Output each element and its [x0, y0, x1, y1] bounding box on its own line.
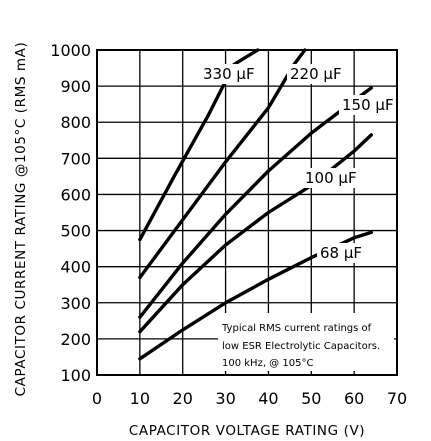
- x-tick-label: 70: [387, 389, 407, 408]
- annotation-box: [218, 313, 394, 371]
- series-lines: [138, 48, 373, 361]
- annotation-line-2: low ESR Electrolytic Capacitors.: [222, 341, 380, 352]
- series-label-68uf: 68 µF: [320, 244, 362, 262]
- x-tick-label: 30: [215, 389, 235, 408]
- y-tick-label: 900: [60, 77, 91, 96]
- series-label-bg: [317, 243, 369, 263]
- plot-frame: [96, 49, 398, 376]
- annotation-line-1: Typical RMS current ratings of: [221, 323, 372, 334]
- y-tick-label: 800: [60, 113, 91, 132]
- y-tick-label: 100: [60, 366, 91, 385]
- series-label-bg: [339, 95, 400, 115]
- x-tick-label: 20: [173, 389, 193, 408]
- y-tick-label: 400: [60, 258, 91, 277]
- series-line-330uf: [138, 48, 260, 242]
- series-label-bg: [287, 64, 348, 84]
- series-label-150uf: 150 µF: [342, 96, 394, 114]
- y-tick-label: 1000: [50, 41, 91, 60]
- y-tick-label: 700: [60, 149, 91, 168]
- y-tick-label: 300: [60, 294, 91, 313]
- series-line-100uf: [138, 133, 373, 334]
- series-label-330uf: 330 µF: [203, 65, 255, 83]
- x-tick-label: 10: [130, 389, 150, 408]
- series-label-100uf: 100 µF: [305, 169, 357, 187]
- x-axis-title: CAPACITOR VOLTAGE RATING (V): [129, 423, 365, 439]
- y-tick-label: 500: [60, 222, 91, 241]
- y-tick-label: 600: [60, 185, 91, 204]
- x-tick-label: 40: [258, 389, 278, 408]
- series-label-bg: [200, 64, 261, 84]
- x-tick-label: 0: [92, 389, 102, 408]
- series-label-220uf: 220 µF: [290, 65, 342, 83]
- series-line-220uf: [138, 48, 307, 280]
- x-tick-label: 60: [344, 389, 364, 408]
- annotation-line-3: 100 kHz, @ 105°C: [222, 358, 313, 369]
- series-label-bg: [302, 168, 363, 188]
- y-tick-label: 200: [60, 330, 91, 349]
- y-axis-title: CAPACITOR CURRENT RATING @105°C (RMS mA): [13, 42, 29, 397]
- series-line-68uf: [138, 230, 373, 361]
- x-tick-label: 50: [301, 389, 321, 408]
- tick-labels: 0 10 20 30 40 50 60 70 100 200 300 400 500 600 700 800 9…: [50, 41, 407, 408]
